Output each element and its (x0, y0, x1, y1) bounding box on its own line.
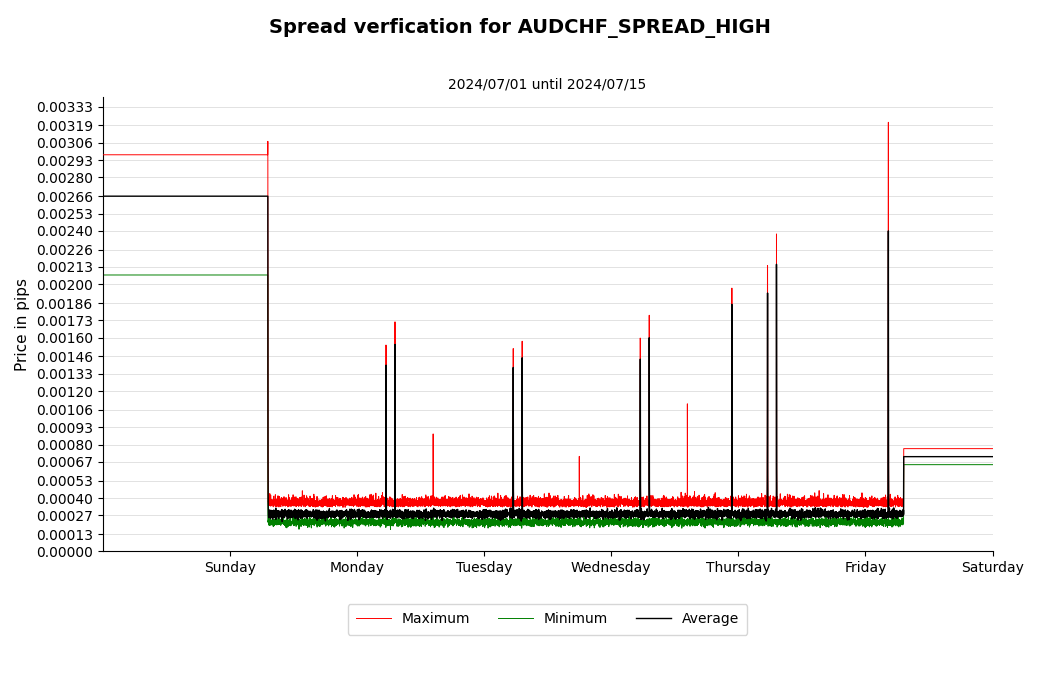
Minimum (384, 525, 397, 533)
Average (350, 509, 363, 517)
Maximum (337, 503, 349, 512)
Text: Spread verfication for AUDCHF_SPREAD_HIGH: Spread verfication for AUDCHF_SPREAD_HIG… (268, 18, 771, 38)
Minimum (765, 516, 777, 524)
Maximum (217, 150, 230, 159)
Maximum (986, 444, 998, 453)
Minimum (336, 519, 348, 527)
Minimum (986, 461, 998, 469)
Maximum (117, 150, 130, 159)
Maximum (336, 500, 348, 509)
Maximum (350, 495, 363, 503)
Maximum (765, 498, 777, 507)
Line: Average: Average (103, 196, 992, 522)
Minimum (97, 271, 109, 279)
Maximum (668, 498, 681, 506)
Average (97, 192, 109, 200)
Maximum (882, 118, 895, 127)
Average (986, 452, 998, 461)
Average (117, 192, 130, 200)
Title: 2024/07/01 until 2024/07/15: 2024/07/01 until 2024/07/15 (449, 78, 646, 92)
Average (765, 508, 777, 517)
Line: Maximum: Maximum (103, 122, 992, 508)
Y-axis label: Price in pips: Price in pips (15, 278, 30, 371)
Legend: Maximum, Minimum, Average: Maximum, Minimum, Average (348, 604, 747, 634)
Minimum (668, 521, 681, 529)
Minimum (217, 271, 230, 279)
Minimum (117, 271, 130, 279)
Average (276, 517, 289, 526)
Average (668, 511, 681, 519)
Maximum (97, 150, 109, 159)
Minimum (350, 518, 363, 526)
Average (336, 507, 348, 515)
Line: Minimum: Minimum (103, 275, 992, 529)
Average (217, 192, 230, 200)
